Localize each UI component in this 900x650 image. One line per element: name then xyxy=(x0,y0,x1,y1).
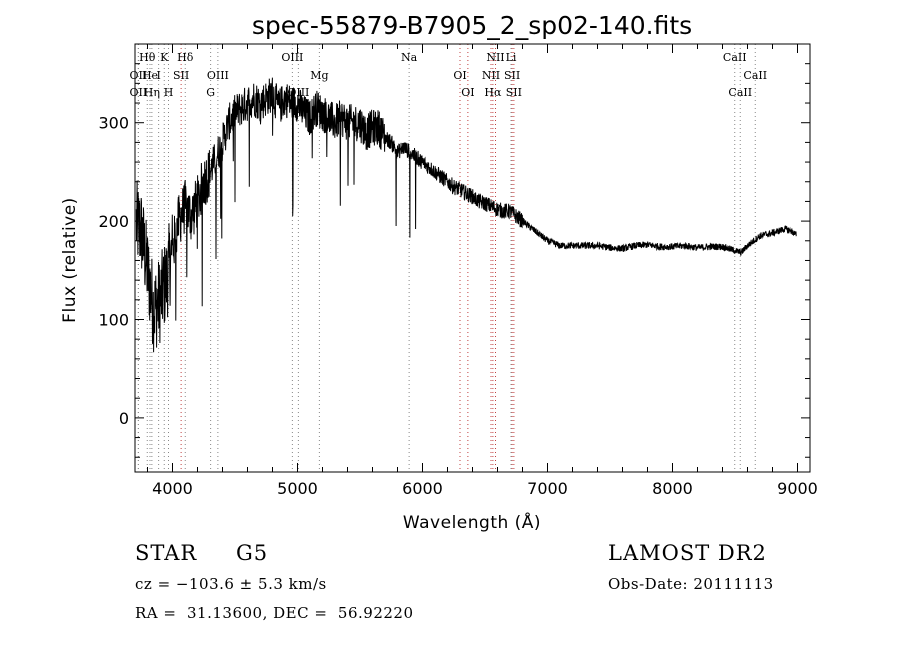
y-tick-label: 200 xyxy=(98,212,129,231)
spectral-line-label: Hθ xyxy=(139,51,156,64)
spectral-line-label: Li xyxy=(506,51,517,64)
survey-name: LAMOST DR2 xyxy=(608,541,767,565)
spectral-line-label: CaII xyxy=(723,51,747,64)
object-class: STAR xyxy=(135,541,198,565)
spectral-line-label: He xyxy=(142,69,158,82)
spectral-line-label: Na xyxy=(401,51,418,64)
chart-title: spec-55879-B7905_2_sp02-140.fits xyxy=(252,11,692,40)
spectral-line-label: CaII xyxy=(728,86,752,99)
spectral-line-label: Mg xyxy=(310,69,328,82)
spectral-line-label: OI xyxy=(453,69,466,82)
spectral-line-label: OII xyxy=(130,86,148,99)
spectral-line-label: NII xyxy=(486,51,504,64)
spectral-line-label: Hδ xyxy=(177,51,194,64)
spectral-line-label: OIII xyxy=(287,86,309,99)
observation-date: Obs-Date: 20111113 xyxy=(608,575,774,593)
x-tick-label: 6000 xyxy=(402,479,443,498)
axis-ticks: 4000 5000 6000 7000 8000 9000 0 100 200 300 xyxy=(98,44,818,498)
spectral-line-label: SII xyxy=(506,86,522,99)
redshift-velocity: cz = −103.6 ± 5.3 km/s xyxy=(135,575,327,593)
spectral-line-label: SII xyxy=(173,69,189,82)
spectral-line-markers xyxy=(137,44,756,472)
x-tick-label: 5000 xyxy=(277,479,318,498)
spectrum-line xyxy=(135,77,797,353)
spectral-line-label: I xyxy=(156,69,160,82)
spectral-line-label: H xyxy=(164,86,174,99)
x-axis-label: Wavelength (Å) xyxy=(403,511,541,533)
spectral-line-label: OI xyxy=(461,86,474,99)
spectral-line-label: OIII xyxy=(207,69,229,82)
x-tick-label: 4000 xyxy=(152,479,193,498)
y-tick-label: 100 xyxy=(98,310,129,329)
x-tick-label: 9000 xyxy=(777,479,818,498)
spectral-line-label: OII xyxy=(130,69,148,82)
object-subclass: G5 xyxy=(236,541,269,565)
y-axis-label: Flux (relative) xyxy=(60,197,80,323)
spectral-line-label: CaII xyxy=(743,69,767,82)
spectral-line-label: Hη xyxy=(144,86,160,99)
x-tick-label: 8000 xyxy=(652,479,693,498)
spectral-line-label: OIII xyxy=(281,51,303,64)
y-tick-label: 0 xyxy=(119,409,129,428)
spectrum-series xyxy=(135,77,797,353)
spectral-line-label: Hα xyxy=(484,86,502,99)
spectral-line-label: SII xyxy=(504,69,520,82)
x-tick-label: 7000 xyxy=(527,479,568,498)
y-tick-label: 300 xyxy=(98,114,129,133)
coordinates: RA = 31.13600, DEC = 56.92220 xyxy=(135,604,414,622)
spectral-line-label: NII xyxy=(482,69,500,82)
spectral-line-label: K xyxy=(160,51,169,64)
spectral-line-label: G xyxy=(206,86,215,99)
